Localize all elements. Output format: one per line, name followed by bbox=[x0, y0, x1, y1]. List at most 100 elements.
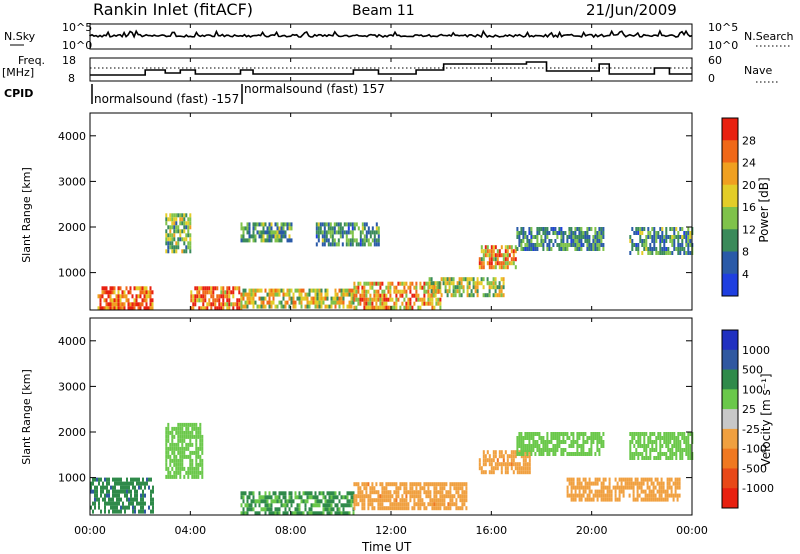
heatmap-cell bbox=[652, 493, 655, 498]
heatmap-cell bbox=[526, 470, 529, 475]
heatmap-cell bbox=[191, 430, 194, 435]
heatmap-cell bbox=[530, 452, 533, 456]
heatmap-cell bbox=[455, 490, 458, 495]
heatmap-cell bbox=[629, 448, 632, 452]
heatmap-cell bbox=[602, 493, 605, 498]
heatmap-cell bbox=[276, 222, 279, 227]
heatmap-cell bbox=[116, 481, 118, 486]
heatmap-cell bbox=[246, 222, 249, 227]
heatmap-cell bbox=[630, 477, 633, 482]
heatmap-cell bbox=[167, 466, 170, 471]
heatmap-cell bbox=[582, 444, 585, 448]
heatmap-cell bbox=[466, 285, 469, 290]
heatmap-cell bbox=[536, 239, 539, 243]
colorbar-swatch bbox=[722, 184, 738, 208]
heatmap-cell bbox=[250, 491, 253, 496]
heatmap-cell bbox=[652, 481, 655, 486]
heatmap-cell bbox=[649, 448, 652, 452]
heatmap-cell bbox=[667, 235, 670, 239]
heatmap-cell bbox=[463, 498, 466, 503]
heatmap-cell bbox=[456, 285, 459, 290]
heatmap-cell bbox=[308, 292, 311, 297]
heatmap-cell bbox=[325, 222, 328, 227]
heatmap-cell bbox=[608, 477, 611, 482]
heatmap-cell bbox=[355, 222, 358, 227]
heatmap-cell bbox=[167, 233, 170, 238]
heatmap-cell bbox=[346, 499, 349, 504]
heatmap-cell bbox=[284, 507, 287, 512]
heatmap-cell bbox=[548, 239, 551, 243]
heatmap-cell bbox=[322, 503, 325, 508]
heatmap-cell bbox=[355, 238, 358, 243]
heatmap-cell bbox=[308, 288, 311, 293]
heatmap-cell bbox=[460, 281, 463, 286]
heatmap-cell bbox=[173, 217, 176, 222]
heatmap-cell bbox=[572, 444, 575, 448]
heatmap-cell bbox=[542, 448, 545, 452]
heatmap-cell bbox=[220, 306, 223, 311]
heatmap-cell bbox=[401, 293, 404, 298]
heatmap-cell bbox=[94, 485, 96, 490]
heatmap-cell bbox=[560, 227, 563, 231]
heatmap-cell bbox=[119, 302, 122, 307]
heatmap-cell bbox=[173, 249, 176, 254]
heatmap-cell bbox=[436, 289, 439, 294]
heatmap-cell bbox=[195, 430, 198, 435]
heatmap-cell bbox=[401, 301, 404, 306]
heatmap-cell bbox=[582, 448, 585, 452]
heatmap-cell bbox=[120, 477, 122, 482]
heatmap-cell bbox=[598, 235, 601, 239]
heatmap-cell bbox=[572, 243, 575, 247]
heatmap-cell bbox=[399, 502, 402, 507]
heatmap-cell bbox=[455, 502, 458, 507]
heatmap-cell bbox=[133, 298, 136, 303]
heatmap-cell bbox=[252, 292, 255, 297]
heatmap-cell bbox=[532, 436, 535, 440]
heatmap-cell bbox=[518, 436, 521, 440]
heatmap-cell bbox=[524, 432, 527, 436]
heatmap-cell bbox=[383, 498, 386, 503]
heatmap-cell bbox=[488, 470, 491, 475]
heatmap-cell bbox=[520, 470, 523, 475]
heatmap-cell bbox=[596, 247, 599, 251]
heatmap-cell bbox=[637, 227, 640, 231]
heatmap-cell bbox=[677, 440, 680, 444]
heatmap-cell bbox=[210, 306, 213, 311]
heatmap-cell bbox=[415, 285, 418, 290]
heatmap-cell bbox=[584, 485, 587, 490]
heatmap-cell bbox=[238, 290, 241, 295]
heatmap-cell bbox=[580, 231, 583, 235]
heatmap-cell bbox=[675, 235, 678, 239]
heatmap-cell bbox=[250, 503, 253, 508]
heatmap-cell bbox=[272, 511, 275, 516]
heatmap-cell bbox=[315, 234, 318, 239]
time-tick-label: 16:00 bbox=[475, 524, 507, 537]
heatmap-cell bbox=[264, 304, 267, 309]
power-colorbar-label: Power [dB] bbox=[757, 177, 771, 242]
heatmap-cell bbox=[375, 498, 378, 503]
heatmap-cell bbox=[361, 494, 364, 499]
heatmap-cell bbox=[98, 497, 100, 502]
heatmap-cell bbox=[256, 222, 259, 227]
heatmap-cell bbox=[260, 499, 263, 504]
heatmap-cell bbox=[632, 489, 635, 494]
heatmap-cell bbox=[598, 247, 601, 251]
heatmap-cell bbox=[314, 503, 317, 508]
heatmap-cell bbox=[675, 247, 678, 251]
heatmap-cell bbox=[191, 466, 194, 471]
heatmap-cell bbox=[423, 301, 426, 306]
heatmap-cell bbox=[193, 466, 196, 471]
heatmap-cell bbox=[197, 430, 200, 435]
heatmap-cell bbox=[387, 494, 390, 499]
heatmap-cell bbox=[675, 440, 678, 444]
heatmap-cell bbox=[635, 452, 638, 456]
heatmap-cell bbox=[183, 438, 186, 443]
heatmap-cell bbox=[300, 292, 303, 297]
heatmap-cell bbox=[183, 474, 186, 479]
heatmap-cell bbox=[361, 506, 364, 511]
heatmap-cell bbox=[332, 507, 335, 512]
heatmap-cell bbox=[282, 222, 285, 227]
heatmap-cell bbox=[278, 230, 281, 235]
heatmap-cell bbox=[671, 452, 674, 456]
heatmap-cell bbox=[381, 301, 384, 306]
